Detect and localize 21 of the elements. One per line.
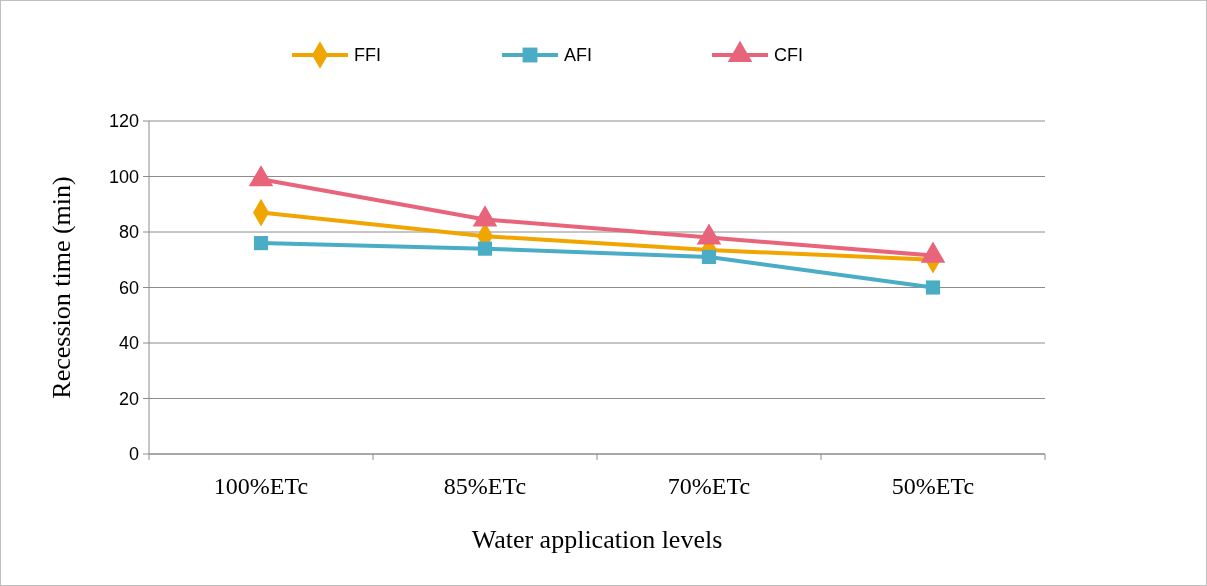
point xyxy=(253,236,269,251)
y-tick-label: 120 xyxy=(108,111,139,131)
x-axis-title: Water application levels xyxy=(471,525,723,554)
y-tick-label: 80 xyxy=(118,222,139,242)
point xyxy=(701,249,717,265)
legend-label: AFI xyxy=(564,45,593,65)
point xyxy=(477,241,493,256)
y-tick-label: 40 xyxy=(118,333,139,353)
x-tick-label: 100%ETc xyxy=(213,473,309,499)
y-tick-label: 0 xyxy=(128,444,139,464)
y-tick-label: 20 xyxy=(118,388,139,409)
y-tick-label: 60 xyxy=(118,277,139,298)
legend-label: FFI xyxy=(354,45,381,65)
point xyxy=(925,280,941,295)
x-tick-label: 70%ETc xyxy=(667,473,751,499)
legend-label: CFI xyxy=(774,45,803,65)
point xyxy=(248,165,274,187)
y-tick-label: 100 xyxy=(108,166,139,187)
x-tick-label: 85%ETc xyxy=(443,473,527,499)
y-axis-title: Recession time (min) xyxy=(47,176,76,399)
x-tick-label: 50%ETc xyxy=(891,473,975,499)
